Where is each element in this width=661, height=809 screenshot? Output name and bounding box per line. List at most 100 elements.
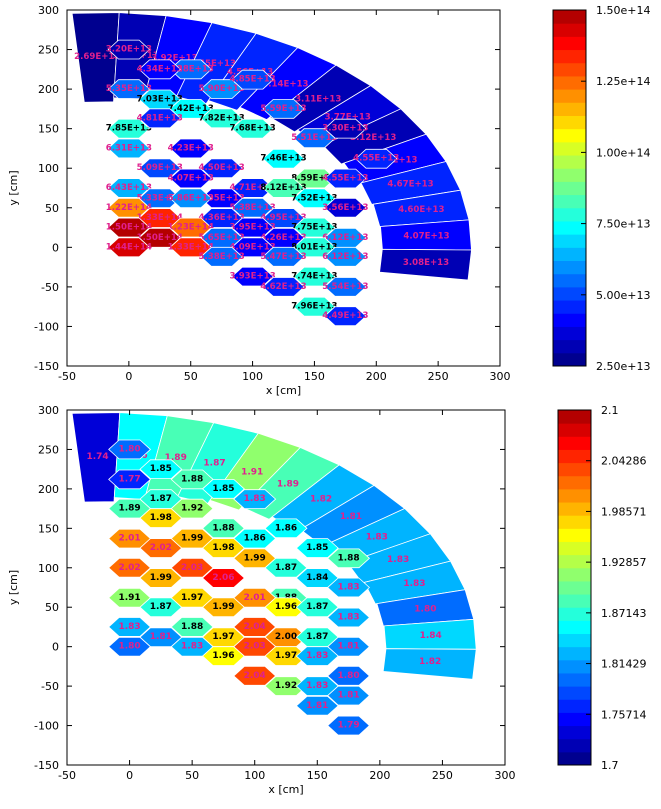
- colorbar-swatch: [558, 488, 591, 503]
- hex-cell: [324, 197, 367, 218]
- outer-cell-label: 3.08E+13: [403, 258, 449, 268]
- colorbar-frame: [552, 9, 587, 367]
- hex-cell-label: 5.54E+13: [322, 282, 368, 292]
- colorbar-swatch: [558, 554, 591, 569]
- colorbar-swatch: [553, 260, 586, 275]
- colorbar-swatch: [558, 541, 591, 556]
- hex-cell: [262, 277, 305, 297]
- y-tick-label: 50: [45, 202, 59, 215]
- y-tick-label: 250: [38, 44, 59, 57]
- hex-cell-label: 1.83: [337, 583, 359, 593]
- colorbar-swatch: [553, 194, 586, 209]
- hex-cell-label: 7.42E+13: [168, 104, 214, 114]
- hex-cell: [327, 607, 370, 628]
- y-tick-label: 100: [38, 162, 59, 175]
- colorbar-swatch: [558, 436, 591, 450]
- x-tick-label: 0: [126, 769, 133, 782]
- colorbar-swatch: [558, 423, 591, 437]
- hex-cell-label: 4.85E+13: [229, 75, 275, 85]
- hex-cell-label: 4.81E+13: [137, 113, 183, 123]
- hex-cell-label: 1.88: [181, 474, 203, 484]
- colorbar-swatch: [558, 699, 591, 713]
- hex-cell-label: 1.85: [306, 543, 328, 553]
- colorbar-swatch: [558, 620, 591, 635]
- hex-cell-label: 5.28E+13: [168, 64, 214, 74]
- colorbar-swatch: [558, 712, 591, 727]
- hex-cell-label: 1.97: [212, 632, 234, 642]
- hex-cell: [170, 558, 214, 578]
- hex-cell-label: 7.52E+13: [291, 193, 337, 203]
- colorbar-swatch: [553, 36, 586, 51]
- hex-cell: [293, 266, 336, 287]
- hex-cell-label: 8.59E+13: [291, 174, 337, 184]
- hex-cell: [200, 158, 243, 179]
- outer-cell-label: 4.07E+13: [403, 231, 449, 241]
- hex-cell-label: 4.50E+13: [199, 163, 245, 173]
- colorbar-swatch: [558, 725, 591, 740]
- hex-cell-label: 2.04: [244, 671, 266, 681]
- x-tick-label: 150: [304, 370, 325, 383]
- hex-cell: [324, 277, 367, 297]
- colorbar-swatch: [553, 89, 586, 103]
- colorbar-swatch: [558, 462, 591, 477]
- outer-cell-label: 1.83: [366, 532, 388, 542]
- outer-cell-label: 1.87: [203, 459, 225, 469]
- hex-cell-label: 7.03E+13: [137, 94, 183, 104]
- outer-cell-label: 1.82: [419, 657, 441, 667]
- colorbar-tick-label: 1.25e+14: [596, 75, 650, 88]
- colorbar-swatch: [558, 528, 591, 542]
- hex-cell-label: 1.81: [337, 691, 359, 701]
- hex-cell-label: 1.88: [337, 553, 359, 563]
- y-axis: 300 250 200 150 100 50 0 -50 -100 -150 y [cm]: [7, 4, 500, 373]
- colorbar-swatch: [553, 23, 586, 37]
- outer-cell-label: 1.74: [86, 452, 108, 462]
- outer-cell-label: 4.60E+13: [398, 205, 444, 215]
- colorbar-swatch: [553, 207, 586, 222]
- hex-cell: [233, 489, 277, 510]
- hex-cell-label: 1.87: [275, 563, 297, 573]
- hex-cell-label: 2.03: [181, 563, 203, 573]
- hex-cell: [138, 158, 181, 179]
- x-tick-label: -50: [58, 769, 76, 782]
- hex-cell-label: 3.20E+13: [106, 45, 152, 55]
- hex-cell: [262, 99, 305, 119]
- hex-cell-label: 4.95E+13: [260, 213, 306, 223]
- outer-cell-label: 1.84: [420, 631, 442, 641]
- outer-cell-label: 1.83: [387, 555, 409, 565]
- hex-cell: [231, 118, 274, 139]
- hex-cell: [202, 538, 245, 558]
- hex-cell-label: 8.12E+13: [260, 183, 306, 193]
- hex-cell: [327, 685, 370, 706]
- colorbar-tick-label: 1.7: [601, 759, 619, 772]
- colorbar-swatch: [558, 738, 591, 753]
- hex-cell: [202, 568, 245, 588]
- hex-cell: [293, 217, 336, 238]
- hex-cell-label: 5.86E+13: [168, 193, 214, 203]
- plot-frame: [66, 409, 506, 766]
- hex-cell-label: 7.75E+13: [291, 223, 337, 233]
- hex-cell-label: 4.71E+13: [229, 183, 275, 193]
- colorbar-swatch: [558, 633, 591, 648]
- colorbar-swatch: [558, 672, 591, 687]
- colorbar-swatch: [553, 10, 586, 24]
- outer-cell-label: 1.89: [165, 453, 187, 463]
- hex-cell-label: 1.85: [212, 484, 234, 494]
- x-axis: -50 0 50 100 150 200 250 300 x [cm]: [58, 10, 511, 397]
- colorbar-swatch: [558, 594, 591, 608]
- colorbar-tick-label: 1.81429: [601, 658, 647, 671]
- y-tick-label: 0: [52, 641, 59, 654]
- x-tick-label: 150: [307, 769, 328, 782]
- hex-cell: [327, 577, 370, 598]
- colorbar-tick-label: 2.50e+13: [596, 360, 650, 373]
- hex-cell-label: 1.85: [150, 464, 172, 474]
- colorbar-swatch: [553, 115, 586, 130]
- hex-cell-label: 1.98: [212, 543, 234, 553]
- hex-cell-label: 5.09E+13: [137, 163, 183, 173]
- x-tick-label: 250: [428, 370, 449, 383]
- hex-cell: [264, 558, 308, 578]
- colorbar-swatch: [553, 141, 586, 156]
- colorbar-tick-label: 2.1: [601, 404, 619, 417]
- x-tick-label: -50: [58, 370, 76, 383]
- outer-cell-label: 1.81: [340, 512, 362, 522]
- hex-cell-label: 1.81: [150, 632, 172, 642]
